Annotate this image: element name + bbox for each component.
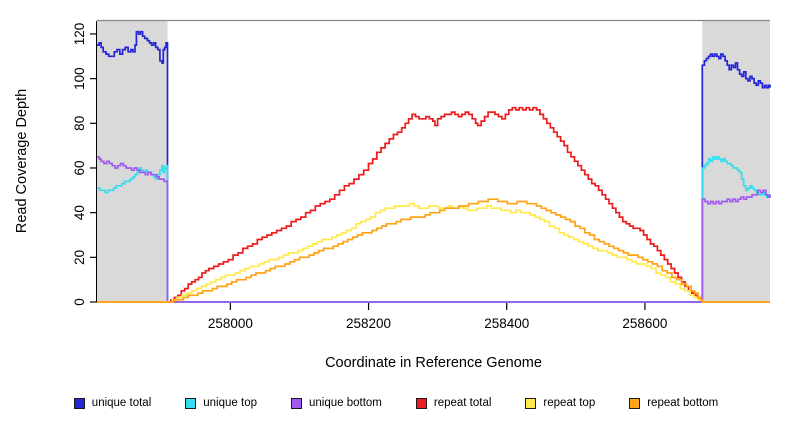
- legend-item-repeat-bottom: repeat bottom: [629, 397, 718, 409]
- y-tick-label: 20: [72, 250, 87, 265]
- x-tick-label: 258000: [208, 316, 253, 331]
- series-line-unique-total: [97, 30, 771, 303]
- series-line-repeat-top: [97, 202, 770, 303]
- legend-label-unique-bottom: unique bottom: [308, 397, 382, 409]
- legend-item-repeat-top: repeat top: [525, 397, 595, 409]
- legend-item-unique-top: unique top: [185, 397, 257, 409]
- legend-swatch-unique-top: [185, 397, 197, 409]
- x-tick-label: 258400: [484, 316, 529, 331]
- legend-item-unique-bottom: unique bottom: [290, 397, 382, 409]
- legend-swatch-unique-total: [73, 397, 85, 409]
- y-tick-label: 120: [72, 23, 87, 46]
- x-tick-label: 258600: [622, 316, 667, 331]
- chart-legend: unique total unique top unique bottom repea…: [0, 397, 792, 409]
- legend-item-repeat-total: repeat total: [415, 397, 492, 409]
- y-tick-label: 100: [72, 67, 87, 90]
- y-axis-title: Read Coverage Depth: [14, 88, 30, 234]
- legend-label-unique-total: unique total: [91, 397, 152, 409]
- series-line-repeat-bottom: [97, 198, 770, 303]
- x-tick-label: 258200: [346, 316, 391, 331]
- legend-label-unique-top: unique top: [203, 397, 257, 409]
- legend-swatch-unique-bottom: [290, 397, 302, 409]
- legend-label-repeat-top: repeat top: [543, 397, 596, 409]
- y-tick-label: 40: [72, 205, 87, 220]
- coverage-chart-canvas: 0 20 40 60 80 100 120 258000 258200 258400 258600: [72, 19, 771, 331]
- legend-item-unique-total: unique total: [73, 397, 152, 409]
- y-tick-label: 60: [72, 160, 87, 175]
- x-axis-title: Coordinate in Reference Genome: [325, 355, 542, 371]
- legend-swatch-repeat-top: [525, 397, 537, 409]
- legend-swatch-repeat-bottom: [629, 397, 641, 409]
- y-tick-label: 0: [72, 298, 87, 306]
- series-line-unique-top: [97, 155, 771, 303]
- legend-label-repeat-total: repeat total: [433, 397, 492, 409]
- y-tick-label: 80: [72, 116, 87, 131]
- legend-swatch-repeat-total: [415, 397, 427, 409]
- legend-label-repeat-bottom: repeat bottom: [647, 397, 719, 409]
- series-line-repeat-total: [97, 106, 770, 303]
